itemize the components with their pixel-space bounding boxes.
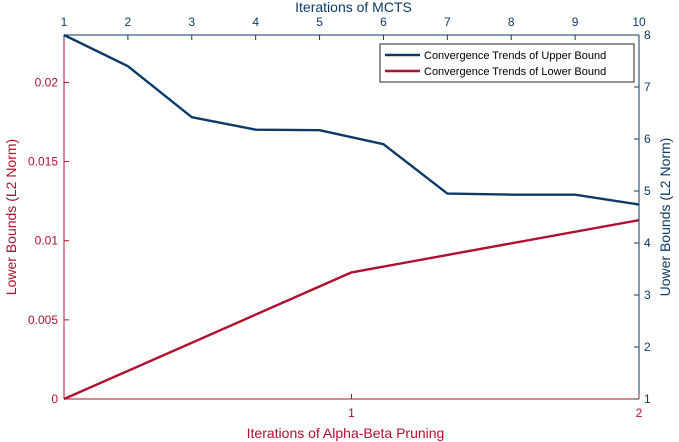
top-tick-label: 7 bbox=[444, 15, 451, 29]
top-tick-label: 5 bbox=[316, 15, 323, 29]
right-tick-label: 4 bbox=[644, 236, 651, 250]
left-axis-title: Lower Bounds (L2 Norm) bbox=[3, 139, 19, 295]
top-tick-label: 6 bbox=[380, 15, 387, 29]
top-tick-label: 9 bbox=[572, 15, 579, 29]
left-tick-label: 0 bbox=[51, 392, 58, 406]
top-tick-label: 10 bbox=[632, 15, 646, 29]
right-tick-label: 5 bbox=[644, 184, 651, 198]
left-tick-label: 0.015 bbox=[28, 155, 58, 169]
bottom-axis-title: Iterations of Alpha-Beta Pruning bbox=[247, 425, 445, 441]
right-tick-label: 3 bbox=[644, 288, 651, 302]
bottom-tick-label: 2 bbox=[636, 406, 643, 420]
series-layer bbox=[63, 33, 640, 401]
top-tick-label: 3 bbox=[188, 15, 195, 29]
top-tick-label: 1 bbox=[61, 15, 68, 29]
plot-area bbox=[64, 35, 639, 399]
legend-box bbox=[379, 43, 635, 83]
left-tick-label: 0.01 bbox=[35, 234, 59, 248]
left-tick-label: 0.02 bbox=[35, 75, 59, 89]
right-tick-label: 7 bbox=[644, 80, 651, 94]
legend-label-lower-bound: Convergence Trends of Lower Bound bbox=[424, 66, 606, 78]
series-line-upper-bound bbox=[63, 33, 640, 206]
legend-label-upper-bound: Convergence Trends of Upper Bound bbox=[424, 50, 606, 62]
right-tick-label: 8 bbox=[644, 28, 651, 42]
top-axis-title: Iterations of MCTS bbox=[295, 0, 412, 15]
left-tick-label: 0.005 bbox=[28, 313, 58, 327]
legend: Convergence Trends of Upper Bound Converg… bbox=[379, 43, 635, 83]
right-tick-label: 1 bbox=[644, 392, 651, 406]
top-tick-label: 2 bbox=[125, 15, 132, 29]
right-tick-label: 2 bbox=[644, 340, 651, 354]
top-tick-label: 8 bbox=[508, 15, 515, 29]
top-tick-label: 4 bbox=[252, 15, 259, 29]
right-axis-title: Uower Bounds (L2 Norm) bbox=[657, 138, 673, 297]
right-tick-label: 6 bbox=[644, 132, 651, 146]
bottom-tick-label: 1 bbox=[348, 406, 355, 420]
